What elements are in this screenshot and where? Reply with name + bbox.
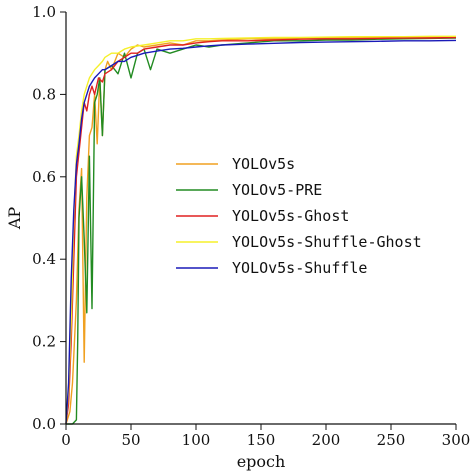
series-line-1 [66, 37, 457, 425]
x-tick-label: 50 [121, 431, 140, 449]
y-tick-label: 0.6 [32, 168, 56, 186]
legend: YOLOv5s YOLOv5-PRE YOLOv5s-Ghost YOLOv5s-Sh… [176, 155, 422, 277]
x-tick-label: 100 [182, 431, 211, 449]
y-tick-label: 0.4 [32, 250, 56, 268]
y-tick-label: 0.2 [32, 333, 56, 351]
x-tick-label: 200 [312, 431, 341, 449]
y-tick-label: 0.0 [32, 415, 56, 433]
x-ticks: 0 50 100 150 200 250 300 [61, 424, 470, 449]
y-ticks: 0.0 0.2 0.4 0.6 0.8 1.0 [32, 3, 66, 433]
x-tick-label: 300 [442, 431, 471, 449]
series-line-2 [65, 36, 457, 425]
legend-label: YOLOv5s-Ghost [232, 207, 349, 225]
y-tick-label: 0.8 [32, 85, 56, 103]
x-tick-label: 250 [377, 431, 406, 449]
legend-label: YOLOv5s-Shuffle [232, 259, 367, 277]
legend-label: YOLOv5-PRE [232, 181, 322, 199]
y-axis-title: AP [5, 207, 24, 231]
series-line-3 [65, 35, 456, 425]
series-line-0 [65, 36, 457, 425]
x-tick-label: 0 [61, 431, 71, 449]
legend-label: YOLOv5s-Shuffle-Ghost [232, 233, 422, 251]
legend-label: YOLOv5s [232, 155, 295, 173]
x-tick-label: 150 [247, 431, 276, 449]
plot-lines [65, 35, 457, 425]
y-tick-label: 1.0 [32, 3, 56, 21]
x-axis-title: epoch [237, 452, 286, 471]
series-line-4 [65, 39, 457, 425]
